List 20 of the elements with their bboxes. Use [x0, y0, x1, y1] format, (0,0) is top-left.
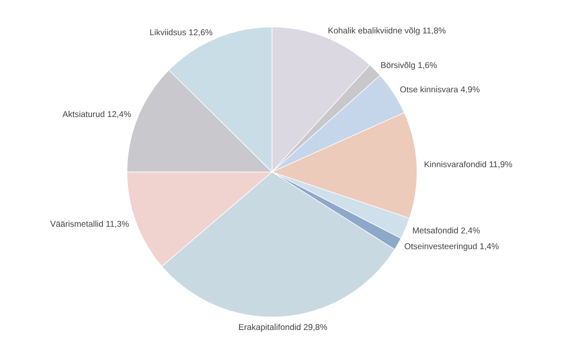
slice-label: Kohalik ebalikviidne võlg	[328, 27, 420, 36]
data-label: 12,6%	[189, 29, 212, 36]
data-label: 2,4%	[461, 227, 480, 234]
slice-label: Kinnisvarafondid	[424, 161, 486, 168]
slice-label: Erakapitalifondid	[239, 324, 300, 332]
slice-label: Aktsiaturud	[62, 110, 104, 118]
data-label: 11,8%	[423, 28, 446, 35]
data-label: 12,4%	[108, 111, 131, 118]
slice-label: Otse kinnisvara	[400, 86, 458, 92]
slice-label: Väärismetallid	[50, 220, 103, 227]
data-label: 1,4%	[480, 243, 499, 250]
slice-label: Otseinvesteeringud	[404, 243, 477, 251]
slice-label: Likviidsus	[150, 29, 186, 36]
data-label: 29,8%	[304, 324, 328, 332]
slice-label: Börsivõlg	[381, 62, 415, 70]
slice-label: Metsafondid	[412, 227, 458, 234]
data-label: 1,6%	[418, 62, 437, 70]
data-label: 11,9%	[490, 161, 512, 168]
data-label: 4,9%	[460, 86, 480, 94]
data-label: 11,3%	[106, 220, 129, 228]
